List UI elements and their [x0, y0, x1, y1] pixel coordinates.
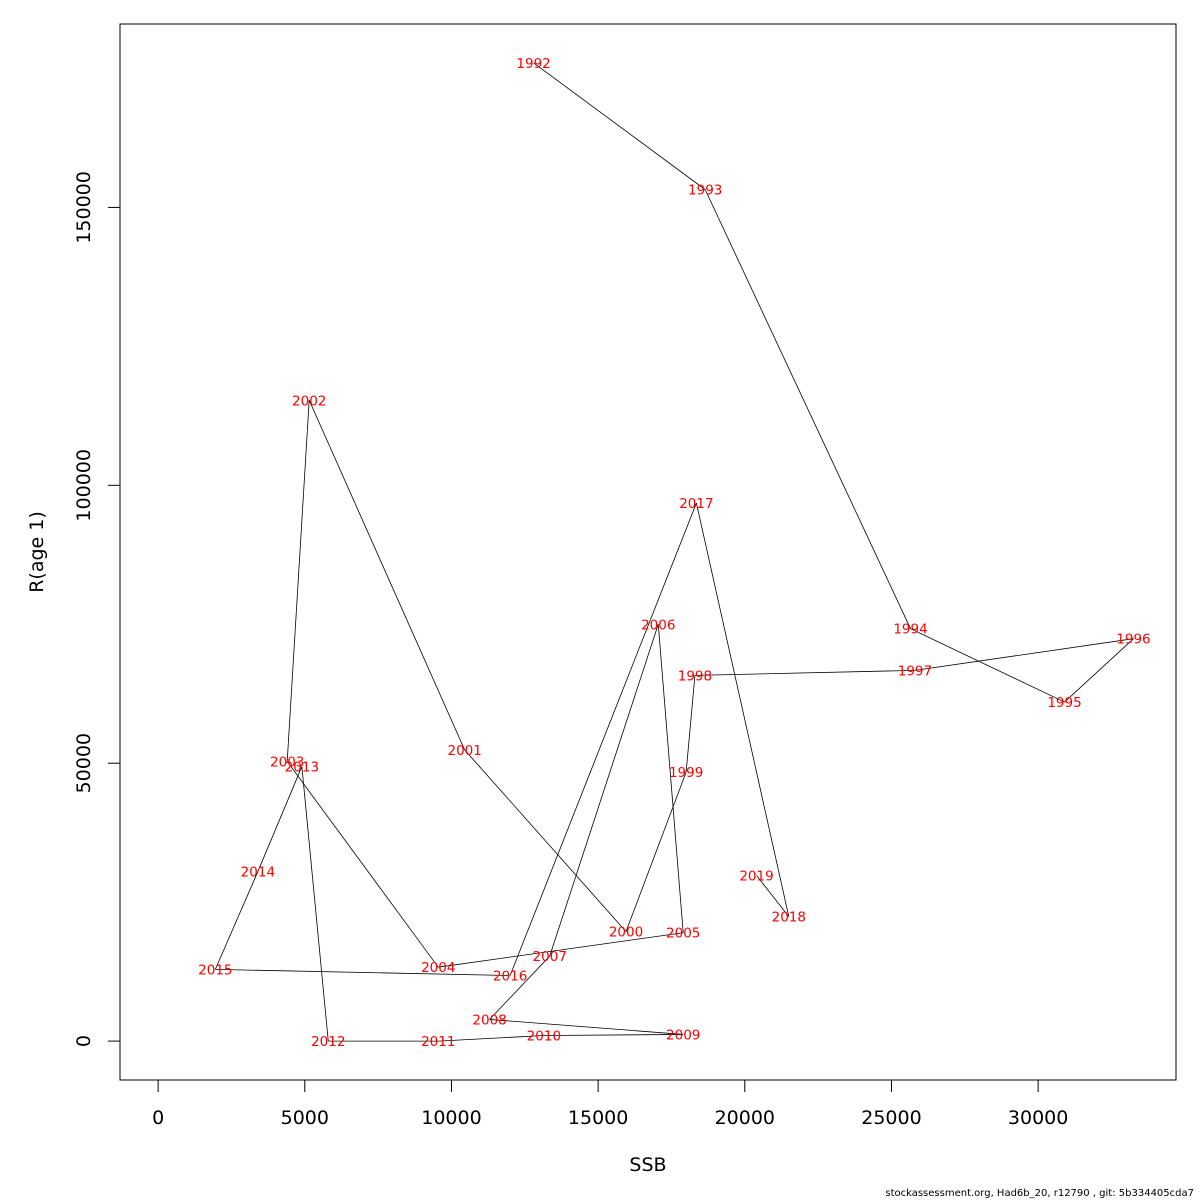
- point-label: 1995: [1047, 695, 1081, 711]
- series-segment: [509, 502, 697, 976]
- x-tick-label: 25000: [861, 1107, 921, 1129]
- series-segment: [685, 675, 696, 773]
- point-label: 2012: [311, 1034, 345, 1050]
- series-segment: [214, 871, 259, 970]
- point-label: 2018: [772, 910, 806, 926]
- series-segment: [489, 955, 551, 1020]
- point-label: 2015: [198, 962, 232, 978]
- x-tick-label: 0: [152, 1107, 164, 1129]
- y-tick-label: 150000: [73, 171, 95, 244]
- point-label: 2016: [493, 969, 527, 985]
- x-tick-label: 10000: [421, 1107, 481, 1129]
- point-label: 2005: [666, 926, 700, 942]
- point-label: 2011: [421, 1034, 455, 1050]
- y-tick-label: 50000: [73, 733, 95, 793]
- series-segment: [438, 1035, 544, 1042]
- series-segment: [704, 189, 911, 629]
- series-segment: [625, 771, 687, 932]
- footer-credit: stockassessment.org, Had6b_20, r12790 , …: [885, 1188, 1194, 1199]
- y-tick-label: 0: [73, 1035, 95, 1047]
- point-label: 1994: [893, 622, 927, 638]
- series-segment: [215, 968, 511, 976]
- series-segment: [549, 624, 659, 957]
- point-label: 2009: [666, 1027, 700, 1043]
- point-label: 2004: [421, 960, 455, 976]
- series-segment: [910, 628, 1065, 703]
- y-axis-title: R(age 1): [26, 511, 48, 593]
- point-label: 1992: [516, 56, 550, 72]
- plot-frame: [119, 23, 1177, 1081]
- series-segment: [657, 624, 684, 933]
- series-segment: [694, 669, 915, 676]
- series-segment: [308, 400, 466, 751]
- y-axis: 0 50000 100000 150000: [73, 171, 121, 1047]
- series-segment: [464, 749, 627, 932]
- point-label: 2010: [527, 1029, 561, 1045]
- point-label: 1993: [688, 183, 722, 199]
- point-label: 1997: [898, 663, 932, 679]
- point-label: 2019: [739, 868, 773, 884]
- y-tick-label: 100000: [73, 449, 95, 522]
- point-label: 1999: [669, 765, 703, 781]
- point-label: 2006: [641, 617, 675, 633]
- series-line: [214, 62, 1134, 1042]
- x-tick-label: 30000: [1008, 1107, 1068, 1129]
- series-segment: [489, 1019, 684, 1035]
- point-label: 2014: [241, 865, 275, 881]
- series-segment: [286, 761, 439, 968]
- series-segment: [257, 766, 303, 872]
- series-segment: [301, 766, 329, 1042]
- series-segment: [914, 638, 1134, 671]
- series-segment: [438, 932, 684, 968]
- point-label: 2008: [472, 1012, 506, 1028]
- point-label: 1998: [678, 668, 712, 684]
- series-segment: [756, 875, 790, 917]
- point-label: 2003: [270, 755, 304, 771]
- point-label: 2001: [447, 743, 481, 759]
- point-label: 2013: [285, 760, 319, 776]
- x-tick-label: 20000: [715, 1107, 775, 1129]
- x-axis: 0 5000 10000 15000 20000 25000 30000: [152, 1079, 1068, 1129]
- point-label: 2000: [609, 925, 643, 941]
- x-tick-label: 5000: [281, 1107, 329, 1129]
- point-label: 2002: [292, 393, 326, 409]
- point-labels: 1992 1993 1994 1995 1996 1997 1998 1999 2000 2001…: [198, 56, 1150, 1050]
- x-axis-title: SSB: [629, 1154, 666, 1176]
- x-tick-label: 15000: [568, 1107, 628, 1129]
- series-segment: [533, 62, 706, 190]
- point-label: 2007: [533, 949, 567, 965]
- series-segment: [696, 503, 790, 917]
- series-segment: [543, 1034, 684, 1036]
- point-label: 2017: [679, 496, 713, 512]
- series-segment: [1064, 638, 1134, 703]
- point-label: 1996: [1116, 632, 1150, 648]
- series-segment: [286, 400, 310, 762]
